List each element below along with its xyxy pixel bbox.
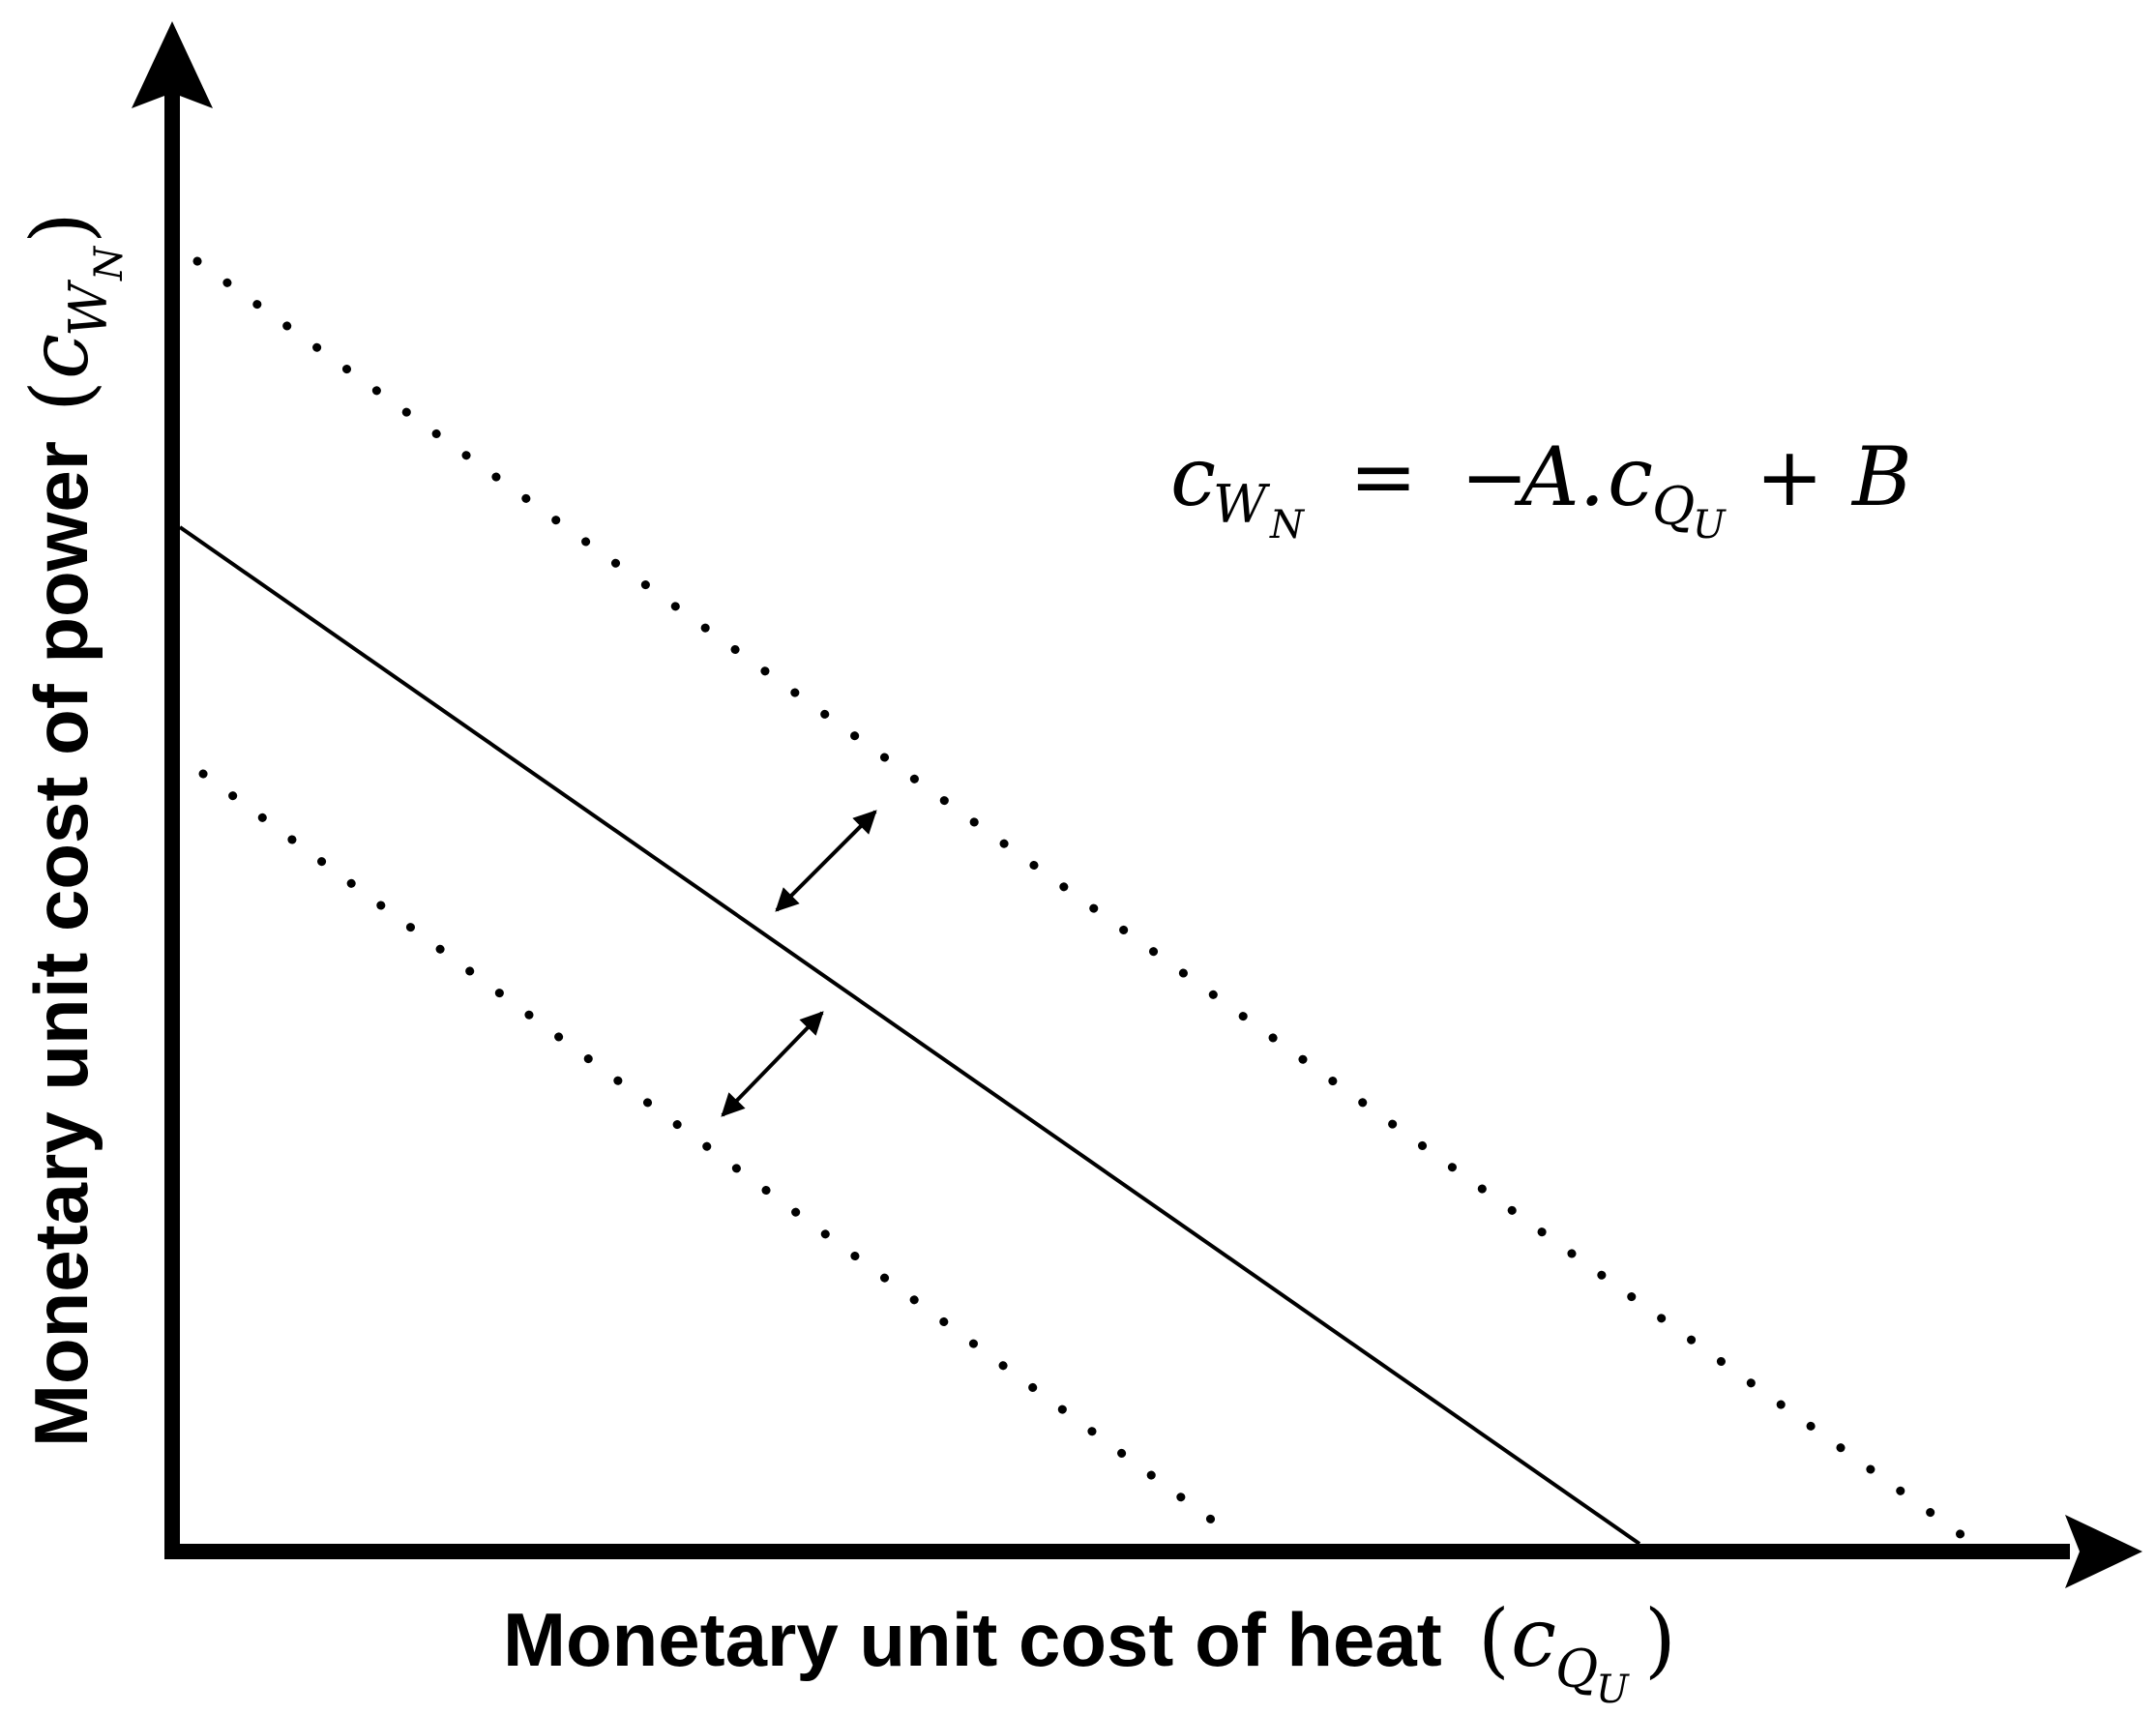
solid-cost-line	[178, 525, 1641, 1546]
x-axis-label-symbol: c	[1511, 1590, 1556, 1685]
equation-coefficient: A.	[1514, 429, 1605, 524]
equation-lhs-subscript: W	[1213, 474, 1271, 535]
equation-rhs-subsubscript: U	[1693, 503, 1727, 547]
lower-dotted-line	[198, 769, 1241, 1543]
x-axis-label: Monetary unit cost of heat ( c Q U )	[503, 1590, 1676, 1712]
y-axis-label-text: Monetary unit cost of power	[18, 441, 103, 1447]
equation-lhs-subsubscript: N	[1269, 503, 1306, 547]
y-axis-label-subsubscript: N	[87, 245, 132, 281]
equation-plus: +	[1756, 429, 1823, 524]
equation-rhs-symbol: c	[1608, 429, 1653, 524]
lower-shift-arrow	[721, 1011, 824, 1117]
equation-equals: =	[1349, 429, 1417, 524]
y-axis-label-open-paren: (	[14, 380, 108, 412]
upper-shift-arrow	[775, 810, 877, 912]
y-axis-label-subscript: W	[58, 279, 119, 337]
y-axis-label: Monetary unit cost of power ( c W N )	[12, 212, 132, 1447]
equation: c W N = − A. c Q U + B	[1170, 429, 1912, 547]
x-axis-label-close-paren: )	[1644, 1592, 1676, 1687]
equation-lhs-symbol: c	[1170, 429, 1216, 524]
y-axis-arrowhead	[132, 21, 213, 108]
equation-minus: −	[1461, 429, 1528, 524]
y-axis-label-symbol: c	[12, 334, 106, 379]
equation-intercept: B	[1850, 429, 1912, 524]
y-axis-label-close-paren: )	[14, 212, 108, 244]
x-axis-arrowhead	[2065, 1515, 2142, 1588]
equation-rhs-subscript: Q	[1652, 476, 1695, 537]
x-axis-label-subsubscript: U	[1596, 1668, 1630, 1712]
x-axis-label-text: Monetary unit cost of heat	[503, 1597, 1442, 1682]
x-axis-label-open-paren: (	[1478, 1592, 1510, 1687]
upper-dotted-line	[192, 256, 1973, 1545]
x-axis-label-subscript: Q	[1555, 1639, 1598, 1700]
